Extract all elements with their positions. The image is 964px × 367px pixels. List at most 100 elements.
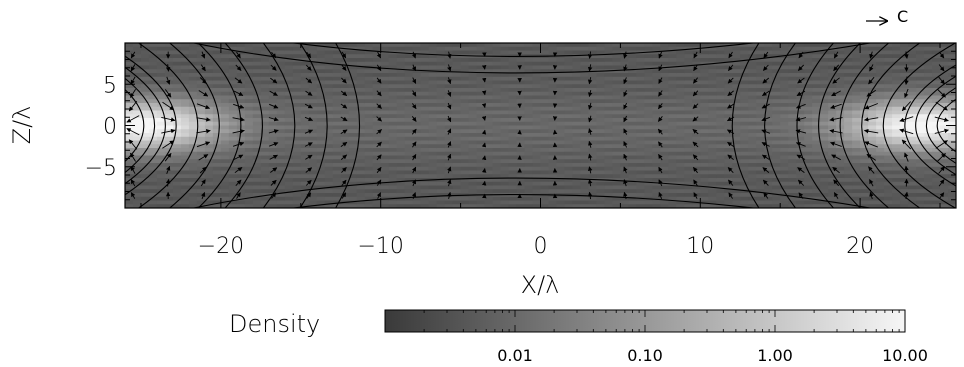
density-cell: [476, 76, 486, 82]
density-cell: [212, 88, 222, 93]
density-cell: [948, 80, 956, 85]
density-cell: [948, 133, 956, 138]
density-cell: [412, 84, 422, 89]
density-cell: [276, 73, 286, 78]
density-cell: [300, 151, 310, 157]
density-cell: [900, 189, 909, 194]
density-cell: [404, 50, 414, 55]
density-cell: [588, 43, 598, 48]
density-cell: [828, 185, 837, 190]
density-cell: [876, 54, 885, 59]
density-cell: [396, 155, 406, 160]
density-cell: [156, 129, 166, 134]
density-cell: [332, 136, 342, 142]
density-cell: [780, 204, 789, 208]
density-cell: [204, 148, 214, 153]
density-cell: [260, 103, 270, 108]
density-cell: [316, 181, 326, 187]
density-cell: [428, 155, 438, 160]
density-cell: [516, 61, 526, 67]
density-cell: [276, 95, 286, 100]
density-cell: [884, 155, 893, 160]
velocity-arrow: [481, 142, 487, 148]
density-cell: [364, 69, 374, 74]
density-cell: [892, 121, 901, 127]
density-cell: [668, 140, 677, 145]
density-cell: [940, 163, 949, 168]
density-cell: [188, 110, 198, 115]
density-cell: [236, 189, 246, 194]
density-cell: [908, 103, 917, 108]
density-cell: [284, 181, 294, 187]
density-cell: [836, 103, 845, 108]
density-cell: [508, 181, 518, 187]
density-cell: [876, 58, 885, 63]
density-cell: [436, 76, 446, 82]
density-cell: [412, 193, 422, 198]
density-cell: [684, 174, 693, 179]
density-cell: [684, 110, 693, 115]
density-cell: [580, 114, 590, 119]
density-cell: [308, 61, 318, 67]
density-cell: [732, 129, 741, 134]
density-cell: [428, 144, 438, 149]
density-cell: [452, 155, 462, 160]
density-cell: [212, 196, 222, 202]
density-cell: [172, 114, 182, 119]
density-cell: [348, 140, 358, 145]
density-cell: [604, 200, 614, 205]
density-cell: [164, 181, 174, 187]
density-cell: [940, 136, 949, 142]
density-cell: [396, 80, 406, 85]
density-cell: [204, 196, 214, 202]
density-cell: [300, 110, 310, 115]
density-cell: [132, 163, 142, 168]
density-cell: [212, 50, 222, 55]
density-cell: [860, 121, 869, 127]
density-cell: [125, 200, 134, 205]
density-cell: [596, 136, 606, 142]
density-cell: [636, 181, 645, 187]
density-cell: [804, 204, 813, 208]
density-cell: [428, 136, 438, 142]
density-cell: [820, 69, 829, 74]
density-cell: [924, 84, 933, 89]
density-cell: [692, 84, 701, 89]
density-cell: [412, 91, 422, 97]
density-cell: [788, 95, 797, 100]
density-cell: [420, 54, 430, 59]
density-cell: [860, 54, 869, 59]
velocity-arrow: [658, 191, 663, 199]
density-cell: [452, 204, 462, 208]
velocity-arrow: [588, 115, 593, 123]
density-cell: [684, 200, 693, 205]
density-cell: [468, 181, 478, 187]
density-cell: [340, 151, 350, 157]
density-cell: [700, 174, 709, 179]
density-cell: [812, 133, 821, 138]
density-cell: [748, 170, 757, 175]
density-cell: [732, 133, 741, 138]
density-cell: [556, 46, 566, 52]
density-cell: [572, 91, 582, 97]
density-cell: [204, 204, 214, 208]
density-cell: [164, 110, 174, 115]
density-cell: [868, 99, 877, 104]
density-cell: [412, 140, 422, 145]
velocity-arrow: [693, 77, 698, 84]
density-cell: [820, 193, 829, 198]
density-cell: [812, 114, 821, 119]
density-cell: [628, 159, 637, 164]
density-cell: [516, 99, 526, 104]
density-cell: [156, 76, 166, 82]
density-cell: [804, 54, 813, 59]
density-cell: [924, 148, 933, 153]
density-cell: [292, 163, 302, 168]
density-cell: [188, 196, 198, 202]
velocity-arrow: [196, 103, 211, 110]
density-cell: [436, 166, 446, 172]
density-cell: [604, 91, 614, 97]
density-cell: [260, 181, 270, 187]
density-cell: [492, 133, 502, 138]
density-cell: [764, 144, 773, 149]
